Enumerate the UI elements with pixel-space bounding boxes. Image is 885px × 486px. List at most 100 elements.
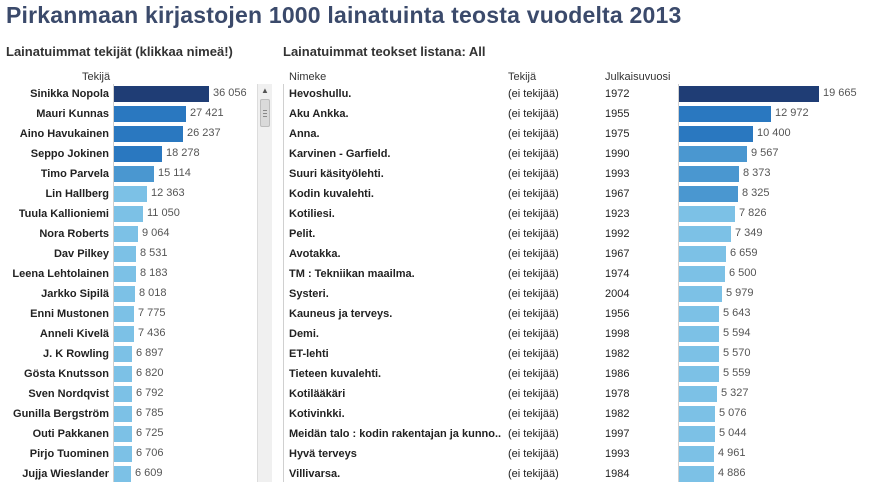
author-name[interactable]: Nora Roberts — [39, 228, 109, 240]
work-bar[interactable] — [679, 246, 726, 262]
work-row[interactable]: Systeri. (ei tekijää) 2004 5 979 — [284, 284, 885, 304]
author-bar[interactable] — [114, 366, 132, 382]
scroll-up-arrow-icon[interactable]: ▲ — [261, 86, 269, 95]
work-row[interactable]: TM : Tekniikan maailma. (ei tekijää) 1974 6… — [284, 264, 885, 284]
author-row[interactable]: Jujja Wieslander 6 609 — [6, 464, 257, 482]
author-row[interactable]: Anneli Kivelä 7 436 — [6, 324, 257, 344]
work-row[interactable]: Meidän talo : kodin rakentajan ja kunno.… — [284, 424, 885, 444]
author-bar[interactable] — [114, 426, 132, 442]
author-name[interactable]: Lin Hallberg — [45, 188, 109, 200]
author-bar[interactable] — [114, 446, 132, 462]
author-bar[interactable] — [114, 406, 132, 422]
work-bar[interactable] — [679, 126, 753, 142]
work-bar[interactable] — [679, 286, 722, 302]
author-bar[interactable] — [114, 206, 143, 222]
author-name[interactable]: Gunilla Bergström — [13, 408, 109, 420]
author-name[interactable]: Timo Parvela — [40, 168, 109, 180]
author-name[interactable]: Pirjo Tuominen — [29, 448, 109, 460]
author-bar[interactable] — [114, 166, 154, 182]
author-bar[interactable] — [114, 466, 131, 482]
work-row[interactable]: Kauneus ja terveys. (ei tekijää) 1956 5 643 — [284, 304, 885, 324]
work-row[interactable]: Kotivinkki. (ei tekijää) 1982 5 076 — [284, 404, 885, 424]
work-bar[interactable] — [679, 186, 738, 202]
author-name[interactable]: Seppo Jokinen — [30, 148, 109, 160]
author-row[interactable]: Sven Nordqvist 6 792 — [6, 384, 257, 404]
work-bar[interactable] — [679, 166, 739, 182]
work-row[interactable]: Tieteen kuvalehti. (ei tekijää) 1986 5 559 — [284, 364, 885, 384]
author-name[interactable]: Outi Pakkanen — [32, 428, 109, 440]
scrollbar-thumb[interactable] — [260, 99, 270, 127]
work-bar[interactable] — [679, 386, 717, 402]
work-bar[interactable] — [679, 466, 714, 482]
author-bar[interactable] — [114, 246, 136, 262]
work-row[interactable]: Suuri käsityölehti. (ei tekijää) 1993 8 373 — [284, 164, 885, 184]
author-bar[interactable] — [114, 266, 136, 282]
work-bar[interactable] — [679, 206, 735, 222]
work-row[interactable]: Anna. (ei tekijää) 1975 10 400 — [284, 124, 885, 144]
work-row[interactable]: Kotiliesi. (ei tekijää) 1923 7 826 — [284, 204, 885, 224]
author-name[interactable]: J. K Rowling — [43, 348, 109, 360]
work-row[interactable]: Hevoshullu. (ei tekijää) 1972 19 665 — [284, 84, 885, 104]
author-bar[interactable] — [114, 346, 132, 362]
work-bar[interactable] — [679, 226, 731, 242]
work-row[interactable]: Karvinen - Garfield. (ei tekijää) 1990 9 56… — [284, 144, 885, 164]
work-row[interactable]: Pelit. (ei tekijää) 1992 7 349 — [284, 224, 885, 244]
work-bar[interactable] — [679, 366, 719, 382]
author-name[interactable]: Gösta Knutsson — [24, 368, 109, 380]
author-row[interactable]: Dav Pilkey 8 531 — [6, 244, 257, 264]
work-bar[interactable] — [679, 346, 719, 362]
author-bar[interactable] — [114, 306, 134, 322]
author-row[interactable]: Aino Havukainen 26 237 — [6, 124, 257, 144]
author-name[interactable]: Tuula Kallioniemi — [18, 208, 109, 220]
author-bar[interactable] — [114, 326, 134, 342]
author-row[interactable]: Tuula Kallioniemi 11 050 — [6, 204, 257, 224]
author-name[interactable]: Sven Nordqvist — [28, 388, 109, 400]
work-row[interactable]: Aku Ankka. (ei tekijää) 1955 12 972 — [284, 104, 885, 124]
work-row[interactable]: Demi. (ei tekijää) 1998 5 594 — [284, 324, 885, 344]
author-bar[interactable] — [114, 286, 135, 302]
work-bar[interactable] — [679, 406, 715, 422]
author-name[interactable]: Aino Havukainen — [19, 128, 109, 140]
author-name[interactable]: Enni Mustonen — [30, 308, 109, 320]
author-bar[interactable] — [114, 106, 186, 122]
author-row[interactable]: Lin Hallberg 12 363 — [6, 184, 257, 204]
work-row[interactable]: Kodin kuvalehti. (ei tekijää) 1967 8 325 — [284, 184, 885, 204]
work-row[interactable]: Avotakka. (ei tekijää) 1967 6 659 — [284, 244, 885, 264]
author-row[interactable]: Gunilla Bergström 6 785 — [6, 404, 257, 424]
work-bar[interactable] — [679, 106, 771, 122]
author-row[interactable]: Jarkko Sipilä 8 018 — [6, 284, 257, 304]
author-name[interactable]: Sinikka Nopola — [30, 88, 109, 100]
author-row[interactable]: Mauri Kunnas 27 421 — [6, 104, 257, 124]
author-name[interactable]: Anneli Kivelä — [39, 328, 109, 340]
author-name[interactable]: Jujja Wieslander — [22, 468, 109, 480]
author-row[interactable]: Enni Mustonen 7 775 — [6, 304, 257, 324]
work-bar[interactable] — [679, 426, 715, 442]
work-row[interactable]: ET-lehti (ei tekijää) 1982 5 570 — [284, 344, 885, 364]
work-bar[interactable] — [679, 266, 725, 282]
work-row[interactable]: Hyvä terveys (ei tekijää) 1993 4 961 — [284, 444, 885, 464]
author-bar[interactable] — [114, 386, 132, 402]
work-bar[interactable] — [679, 146, 747, 162]
author-name[interactable]: Jarkko Sipilä — [41, 288, 109, 300]
work-row[interactable]: Villivarsa. (ei tekijää) 1984 4 886 — [284, 464, 885, 482]
author-row[interactable]: Nora Roberts 9 064 — [6, 224, 257, 244]
author-row[interactable]: J. K Rowling 6 897 — [6, 344, 257, 364]
author-row[interactable]: Outi Pakkanen 6 725 — [6, 424, 257, 444]
author-bar[interactable] — [114, 86, 209, 102]
author-row[interactable]: Leena Lehtolainen 8 183 — [6, 264, 257, 284]
author-name[interactable]: Dav Pilkey — [53, 248, 109, 260]
authors-scrollbar[interactable]: ▲ — [257, 84, 272, 482]
work-bar[interactable] — [679, 446, 714, 462]
work-row[interactable]: Kotilääkäri (ei tekijää) 1978 5 327 — [284, 384, 885, 404]
author-row[interactable]: Pirjo Tuominen 6 706 — [6, 444, 257, 464]
author-bar[interactable] — [114, 186, 147, 202]
author-row[interactable]: Timo Parvela 15 114 — [6, 164, 257, 184]
author-row[interactable]: Gösta Knutsson 6 820 — [6, 364, 257, 384]
work-bar[interactable] — [679, 306, 719, 322]
author-name[interactable]: Leena Lehtolainen — [12, 268, 109, 280]
author-bar[interactable] — [114, 146, 162, 162]
author-bar[interactable] — [114, 126, 183, 142]
work-bar[interactable] — [679, 86, 819, 102]
author-row[interactable]: Sinikka Nopola 36 056 — [6, 84, 257, 104]
work-bar[interactable] — [679, 326, 719, 342]
